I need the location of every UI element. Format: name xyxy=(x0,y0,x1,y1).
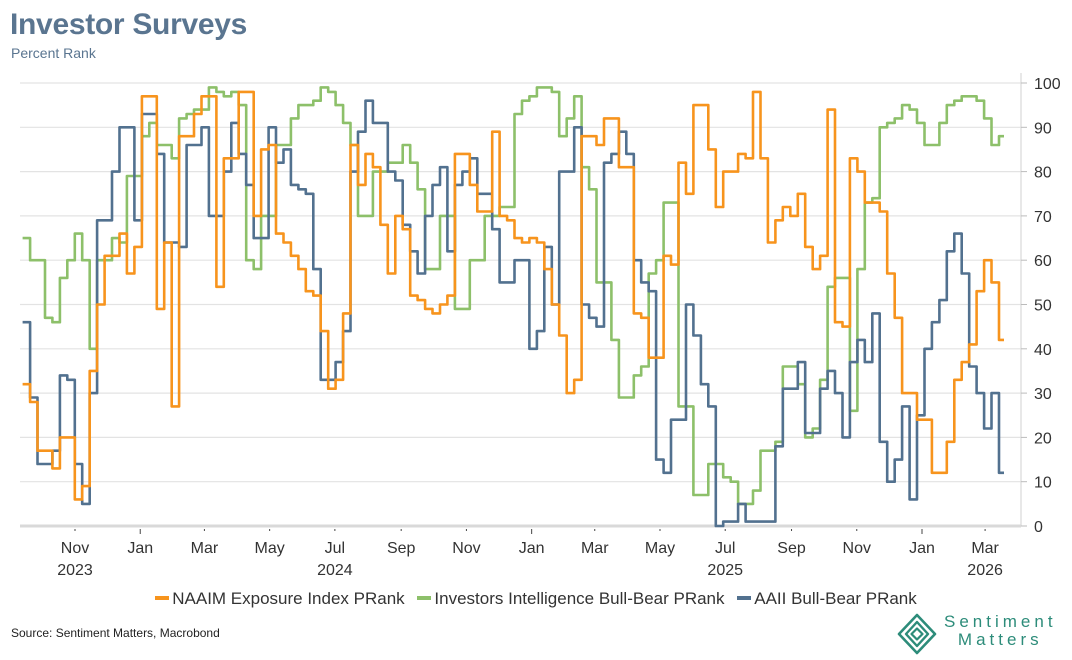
legend-item-naaim[interactable]: NAAIM Exposure Index PRank xyxy=(155,589,405,609)
y-tick-label: 0 xyxy=(1034,519,1043,536)
y-tick-label: 50 xyxy=(1034,298,1052,315)
legend-swatch-ii xyxy=(417,595,432,600)
series-lines xyxy=(22,86,1004,528)
y-tick-label: 40 xyxy=(1034,342,1052,359)
y-tick-label: 10 xyxy=(1034,475,1052,492)
x-tick-year-label: 2026 xyxy=(967,562,1003,579)
series-line-aaii xyxy=(22,99,1004,528)
x-tick-year-label: 2025 xyxy=(707,562,743,579)
x-tick-label: Jan xyxy=(127,540,153,557)
logo-line-1: Sentiment xyxy=(944,612,1057,631)
x-tick-label: May xyxy=(645,540,675,557)
legend: NAAIM Exposure Index PRank Investors Int… xyxy=(0,589,1072,609)
x-tick-label: Mar xyxy=(971,540,999,557)
gridlines xyxy=(20,82,1021,483)
legend-label-ii: Investors Intelligence Bull-Bear PRank xyxy=(434,589,725,608)
chart-title: Investor Surveys xyxy=(10,8,247,41)
legend-swatch-naaim xyxy=(155,595,170,600)
logo-text: Sentiment Matters xyxy=(944,613,1057,649)
y-tick-label: 90 xyxy=(1034,120,1052,137)
x-tick-year-label: 2023 xyxy=(57,562,93,579)
legend-label-naaim: NAAIM Exposure Index PRank xyxy=(172,589,405,608)
x-axis-ticks: Nov 2023 Jan Mar May Jul 2024 Sep Nov Jan Mar May Ju… xyxy=(57,529,1003,579)
logo-line-2: Matters xyxy=(957,630,1043,649)
legend-item-aaii[interactable]: AAII Bull-Bear PRank xyxy=(737,589,917,609)
x-tick-label: Nov xyxy=(452,540,480,557)
x-tick-label: Jul xyxy=(325,540,345,557)
y-tick-label: 60 xyxy=(1034,253,1052,270)
series-line-naaim xyxy=(22,90,1004,501)
x-tick-label: Nov xyxy=(61,540,89,557)
x-tick-label: Jan xyxy=(519,540,545,557)
diamond-logo-icon xyxy=(897,613,937,655)
x-tick-label: Mar xyxy=(191,540,219,557)
x-tick-label: Mar xyxy=(581,540,609,557)
y-tick-label: 100 xyxy=(1034,76,1061,93)
y-tick-label: 20 xyxy=(1034,430,1052,447)
x-tick-label: Nov xyxy=(843,540,871,557)
x-tick-label: Sep xyxy=(387,540,416,557)
y-tick-label: 70 xyxy=(1034,209,1052,226)
y-axis-ticks: 0 10 20 30 40 50 60 70 80 90 100 xyxy=(1021,76,1061,536)
x-tick-label: May xyxy=(255,540,285,557)
x-tick-year-label: 2024 xyxy=(317,562,353,579)
y-tick-label: 80 xyxy=(1034,165,1052,182)
sentiment-matters-logo: Sentiment Matters xyxy=(896,613,1066,655)
legend-swatch-aaii xyxy=(737,595,752,600)
series-line-investors-intelligence xyxy=(22,86,1004,506)
source-note: Source: Sentiment Matters, Macrobond xyxy=(11,626,220,640)
legend-item-ii[interactable]: Investors Intelligence Bull-Bear PRank xyxy=(417,589,725,609)
x-tick-label: Sep xyxy=(777,540,806,557)
legend-label-aaii: AAII Bull-Bear PRank xyxy=(754,589,917,608)
y-tick-label: 30 xyxy=(1034,386,1052,403)
chart-subtitle: Percent Rank xyxy=(11,45,96,61)
x-tick-label: Jan xyxy=(909,540,935,557)
axes xyxy=(20,73,1022,528)
x-tick-label: Jul xyxy=(715,540,735,557)
